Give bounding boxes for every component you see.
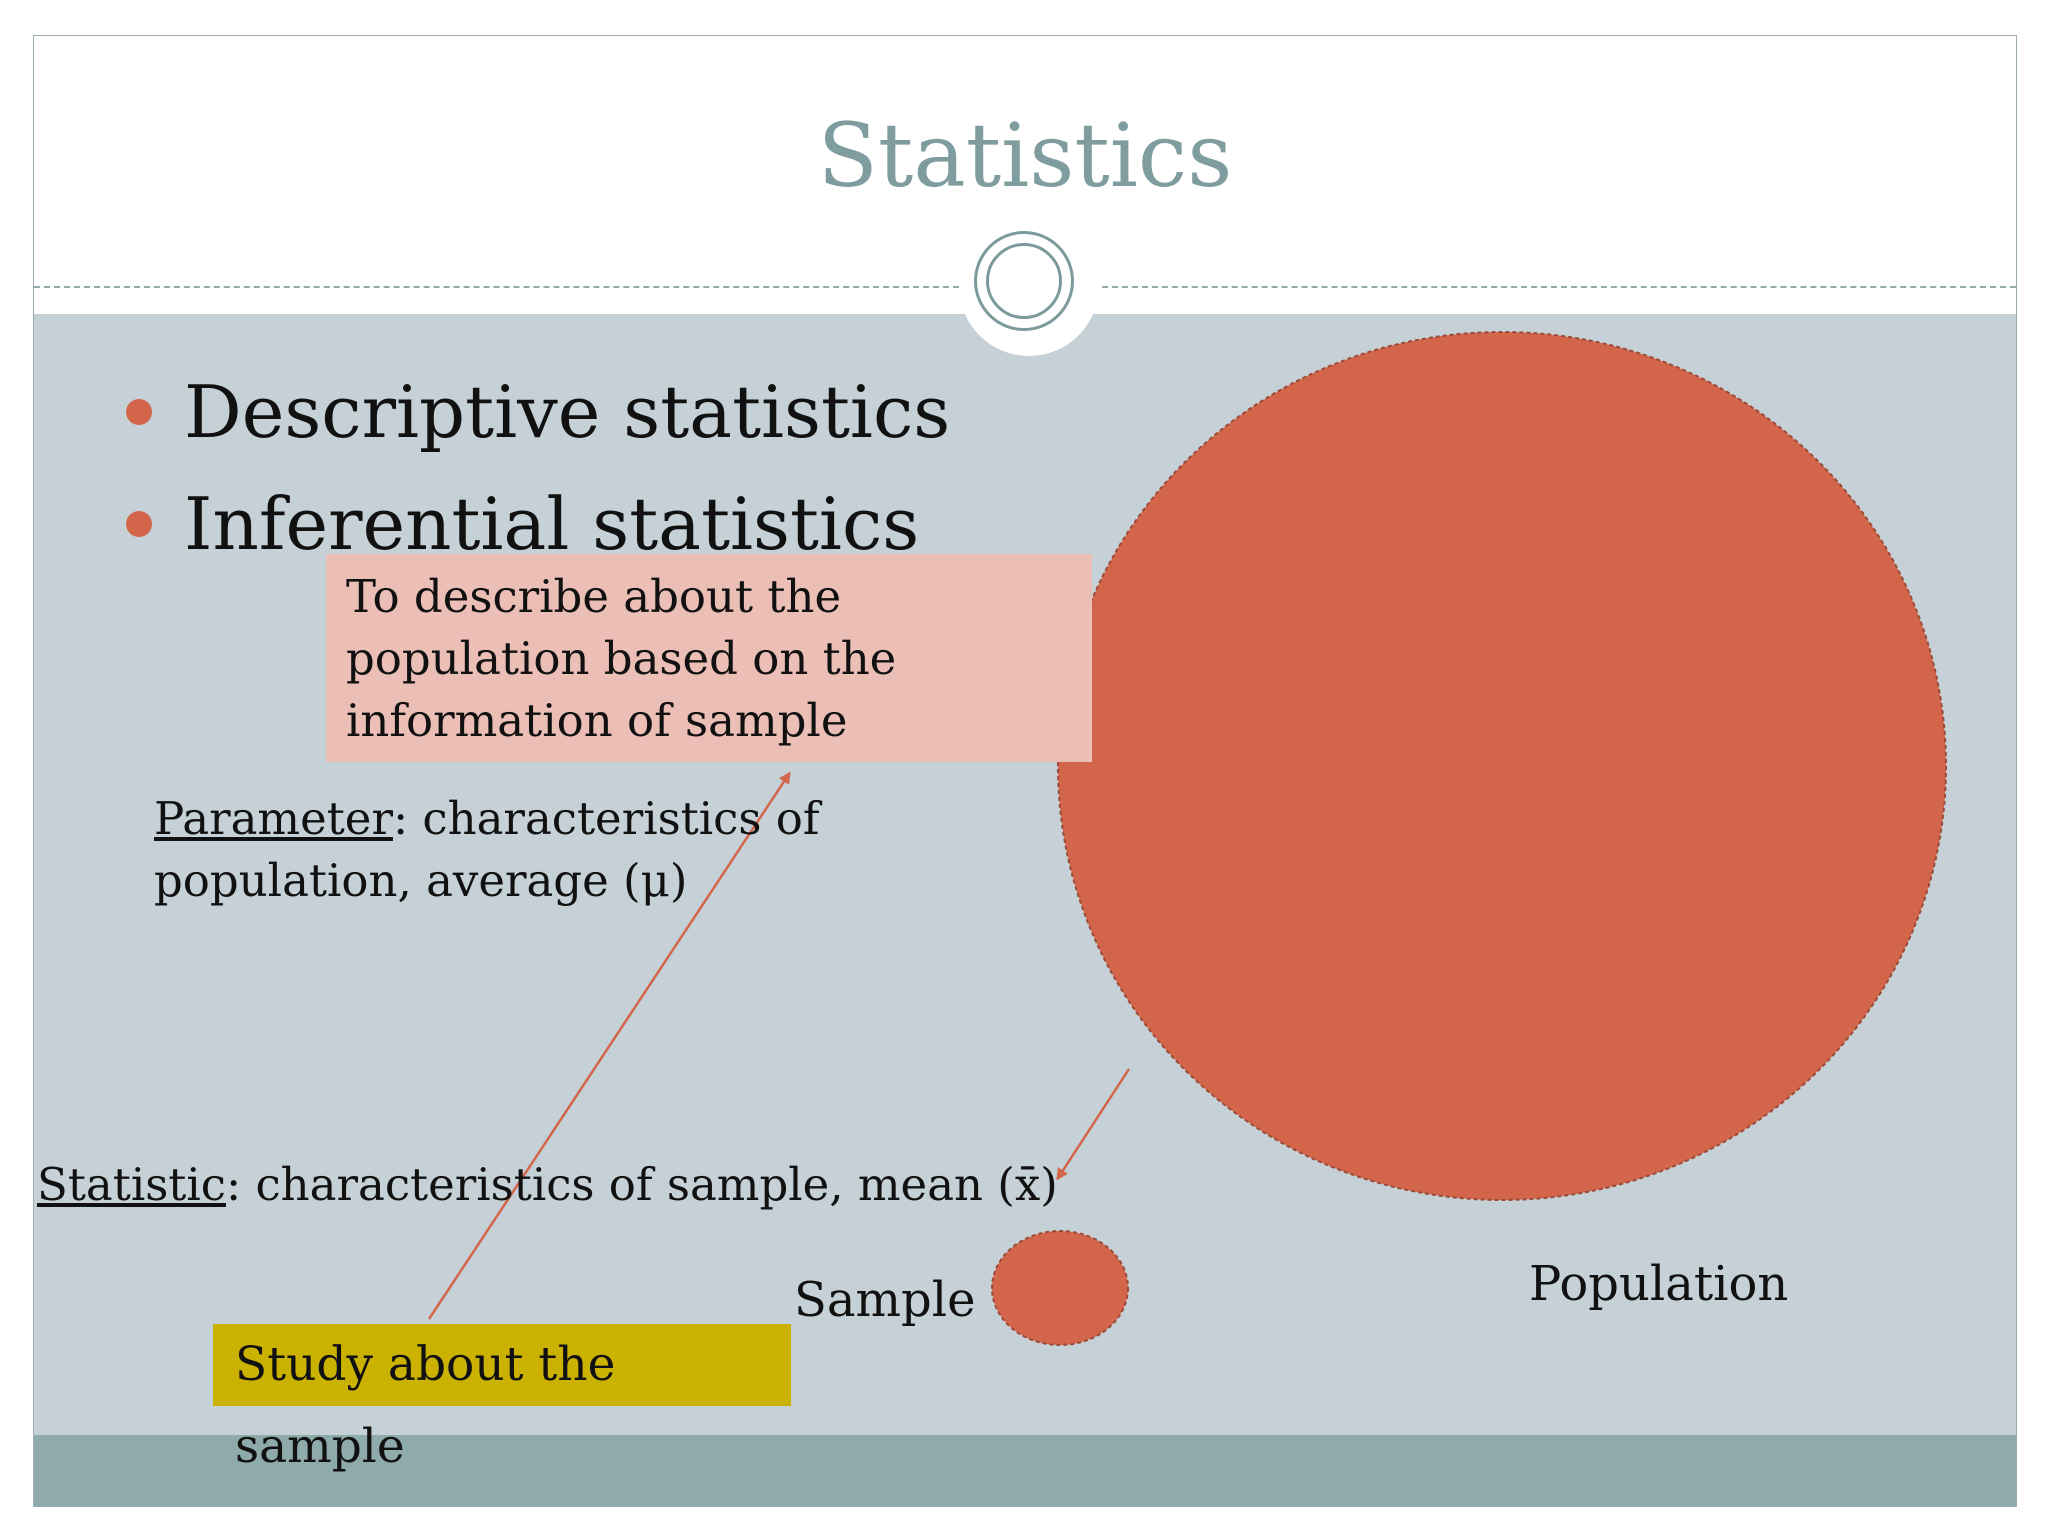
bullet-inferential: Inferential statistics [94,468,950,580]
bullet-descriptive: Descriptive statistics [94,356,950,468]
parameter-term: Parameter [154,792,393,845]
statistic-text: : characteristics of sample, mean (x̄) [226,1158,1058,1211]
title-divider-right [1092,286,2016,288]
parameter-text: : characteristics of population, average… [154,792,820,907]
statistic-term: Statistic [37,1158,226,1211]
ornament-inner-ring-icon [986,243,1062,319]
title-divider-left [34,286,969,288]
bullet-dot-icon [126,511,152,537]
study-sample-box: Study about the sample [213,1324,791,1474]
population-label: Population [1529,1256,1789,1312]
footer-band [34,1435,2016,1506]
slide-title: Statistics [817,104,1233,207]
bullet-text: Descriptive statistics [184,370,951,454]
inferential-definition-box: To describe about the population based o… [326,554,1092,762]
parameter-definition: Parameter: characteristics of population… [154,788,914,912]
statistic-definition: Statistic: characteristics of sample, me… [37,1154,1058,1216]
slide-frame: Statistics Descriptive statistics Infere… [33,35,2017,1507]
bullet-list: Descriptive statistics Inferential stati… [94,356,950,580]
bullet-dot-icon [126,399,152,425]
sample-label: Sample [794,1272,976,1328]
bullet-text: Inferential statistics [184,482,920,566]
